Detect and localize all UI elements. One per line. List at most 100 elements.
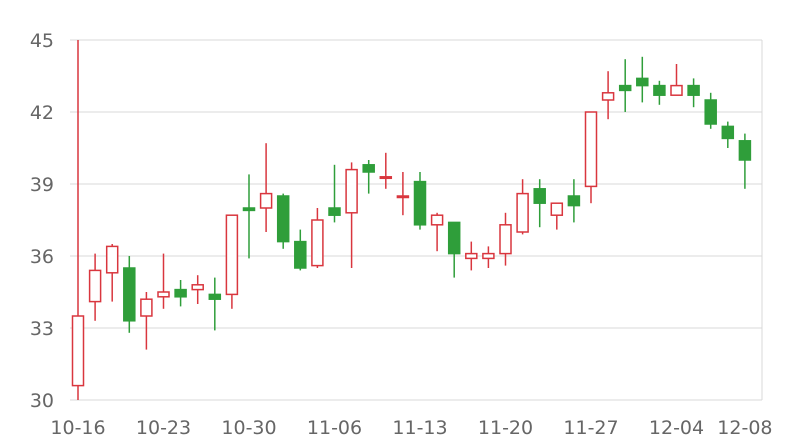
candle	[294, 229, 307, 271]
candle	[430, 212, 444, 252]
candle-body	[430, 214, 444, 226]
candle	[465, 241, 478, 271]
candle	[105, 244, 119, 302]
x-tick-label: 10-16	[50, 417, 105, 439]
candle	[533, 179, 546, 228]
x-tick-label: 12-08	[717, 417, 772, 439]
candle	[362, 160, 375, 194]
candle-body	[345, 168, 358, 214]
candles	[71, 40, 752, 400]
candle-body	[465, 252, 478, 260]
candle	[670, 64, 683, 96]
candle	[157, 253, 170, 309]
x-axis-ticks: 10-16 10-23 10-30 11-06 11-13 11-20 11-27 12-04…	[50, 417, 772, 439]
candle-body	[601, 92, 615, 101]
grid-lines	[70, 39, 763, 401]
candle	[601, 71, 615, 120]
candle-body	[242, 207, 256, 212]
candle-body	[413, 180, 427, 226]
candle	[345, 162, 358, 268]
candle	[88, 253, 102, 321]
candle-body	[71, 315, 85, 387]
candle-body	[225, 214, 239, 296]
candle-body	[447, 221, 461, 255]
candle-body	[584, 111, 598, 188]
y-tick-label: 39	[30, 174, 54, 196]
candle-body	[157, 291, 170, 298]
y-tick-label: 45	[30, 30, 54, 52]
candle	[396, 172, 410, 216]
candle	[482, 246, 495, 268]
x-tick-label: 11-20	[478, 417, 533, 439]
candle-body	[721, 125, 735, 140]
candle-body	[123, 267, 136, 322]
candle	[653, 80, 666, 105]
candle-body	[259, 192, 273, 209]
candle-body	[379, 176, 393, 180]
candle-body	[396, 195, 410, 199]
candle-body	[653, 84, 666, 96]
candle	[208, 277, 222, 331]
candle-body	[550, 202, 564, 216]
candle-body	[174, 288, 187, 298]
candle-body	[704, 99, 717, 125]
x-tick-label: 11-27	[563, 417, 618, 439]
y-tick-label: 42	[30, 102, 54, 124]
x-tick-label: 10-30	[221, 417, 276, 439]
candle-body	[567, 195, 581, 207]
y-tick-label: 36	[30, 246, 54, 268]
x-tick-label: 12-04	[649, 417, 704, 439]
candle	[328, 164, 341, 223]
candle	[123, 256, 136, 333]
candle	[721, 121, 735, 148]
candle-body	[670, 84, 683, 96]
candle	[447, 221, 461, 278]
candle	[636, 56, 649, 103]
candle	[584, 111, 598, 204]
candle-body	[687, 84, 700, 96]
x-tick-label: 10-23	[136, 417, 191, 439]
candle-body	[105, 245, 119, 274]
y-tick-label: 33	[30, 318, 54, 340]
candle-body	[276, 195, 290, 243]
candle	[71, 40, 85, 400]
y-tick-label: 30	[30, 390, 54, 412]
candle	[191, 275, 204, 304]
candle	[499, 212, 512, 266]
candle	[242, 174, 256, 259]
candle	[413, 172, 427, 230]
candle-body	[191, 284, 204, 291]
candle-body	[362, 164, 375, 173]
x-tick-label: 11-13	[392, 417, 447, 439]
candle	[618, 59, 632, 112]
candle-body	[516, 192, 529, 233]
candle	[704, 92, 717, 129]
candle	[311, 208, 324, 268]
candle-body	[294, 240, 307, 269]
candle-body	[311, 219, 324, 267]
candle-body	[636, 77, 649, 87]
candle-body	[328, 207, 341, 216]
candle	[379, 152, 393, 189]
candle	[259, 143, 273, 232]
candle	[174, 280, 187, 307]
candle-body	[533, 188, 546, 204]
x-tick-label: 11-06	[307, 417, 362, 439]
candle-body	[208, 293, 222, 300]
candle	[687, 78, 700, 108]
candle-body	[499, 224, 512, 255]
candle-body	[738, 140, 752, 161]
candle	[550, 202, 564, 230]
candle	[140, 292, 153, 350]
candle	[225, 214, 239, 309]
candle	[567, 179, 581, 223]
candle	[276, 193, 290, 249]
candle-body	[618, 84, 632, 92]
candle-body	[88, 269, 102, 303]
candle	[738, 133, 752, 189]
y-axis-ticks: 30 33 36 39 42 45	[30, 30, 54, 412]
candle-body	[482, 252, 495, 260]
candle	[516, 179, 529, 235]
